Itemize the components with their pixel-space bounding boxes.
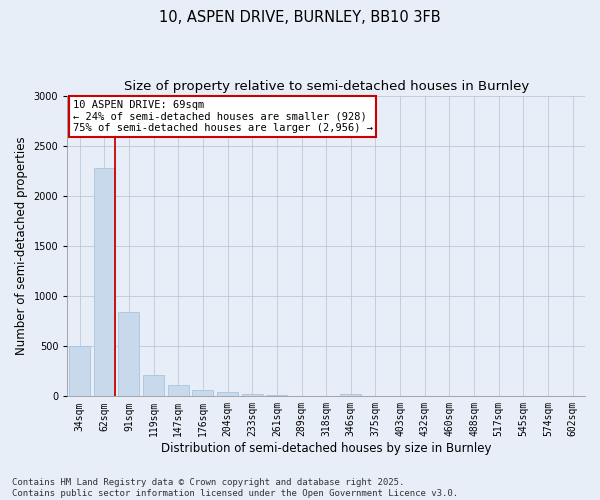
Title: Size of property relative to semi-detached houses in Burnley: Size of property relative to semi-detach…	[124, 80, 529, 93]
Bar	[242, 394, 263, 396]
Bar	[266, 395, 287, 396]
Y-axis label: Number of semi-detached properties: Number of semi-detached properties	[15, 136, 28, 356]
Bar	[118, 312, 139, 396]
Text: 10, ASPEN DRIVE, BURNLEY, BB10 3FB: 10, ASPEN DRIVE, BURNLEY, BB10 3FB	[159, 10, 441, 25]
Bar	[69, 346, 90, 397]
Bar	[168, 386, 189, 396]
Bar	[217, 392, 238, 396]
Bar	[143, 376, 164, 396]
X-axis label: Distribution of semi-detached houses by size in Burnley: Distribution of semi-detached houses by …	[161, 442, 491, 455]
Text: 10 ASPEN DRIVE: 69sqm
← 24% of semi-detached houses are smaller (928)
75% of sem: 10 ASPEN DRIVE: 69sqm ← 24% of semi-deta…	[73, 100, 373, 134]
Text: Contains HM Land Registry data © Crown copyright and database right 2025.
Contai: Contains HM Land Registry data © Crown c…	[12, 478, 458, 498]
Bar	[94, 168, 115, 396]
Bar	[193, 390, 214, 396]
Bar	[340, 394, 361, 396]
